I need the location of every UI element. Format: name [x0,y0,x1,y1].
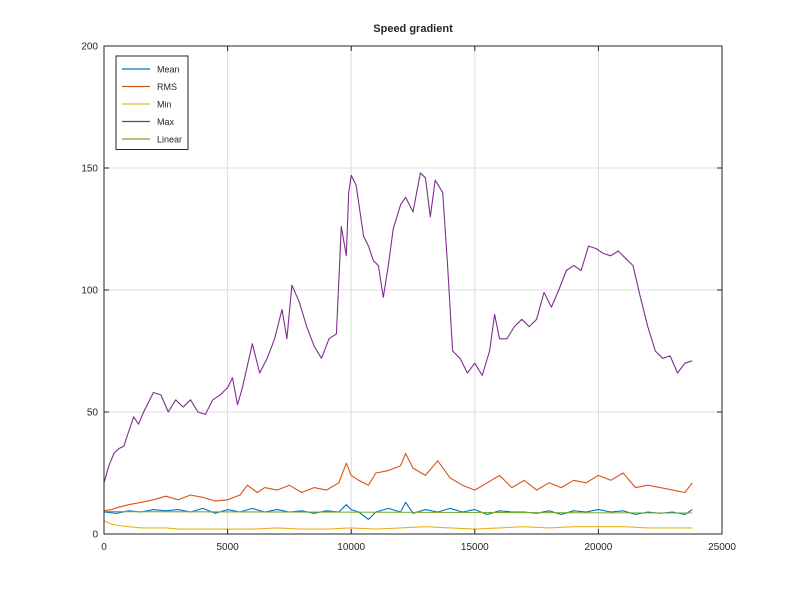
legend-label: Linear [157,135,182,145]
x-axis: 0 5000 10000 15000 20000 25000 [101,46,736,553]
y-tick-label: 0 [92,530,98,541]
series-line-rms [103,452,693,512]
series-line-min [103,520,693,530]
legend-label: Mean [157,65,180,75]
x-tick-label: 20000 [584,542,612,553]
x-tick-label: 10000 [337,542,365,553]
x-tick-label: 5000 [216,542,239,553]
chart-title: Speed gradient [373,23,453,35]
y-tick-label: 50 [87,408,99,419]
y-tick-label: 150 [81,164,98,175]
legend: Mean RMS Min Max Linear [115,55,189,150]
series-line-max [103,172,693,483]
y-axis: 0 50 100 150 200 [81,42,722,541]
y-tick-label: 100 [81,286,98,297]
x-tick-label: 15000 [461,542,489,553]
x-tick-label: 25000 [708,542,736,553]
series-lines [103,172,693,530]
legend-label: Min [157,100,172,110]
y-tick-label: 200 [81,42,98,53]
legend-label: RMS [157,82,177,92]
series-line-mean [103,501,693,520]
legend-label: Max [157,117,175,127]
series-line-linear [103,511,693,514]
x-tick-label: 0 [101,542,107,553]
legend-box [115,55,189,150]
